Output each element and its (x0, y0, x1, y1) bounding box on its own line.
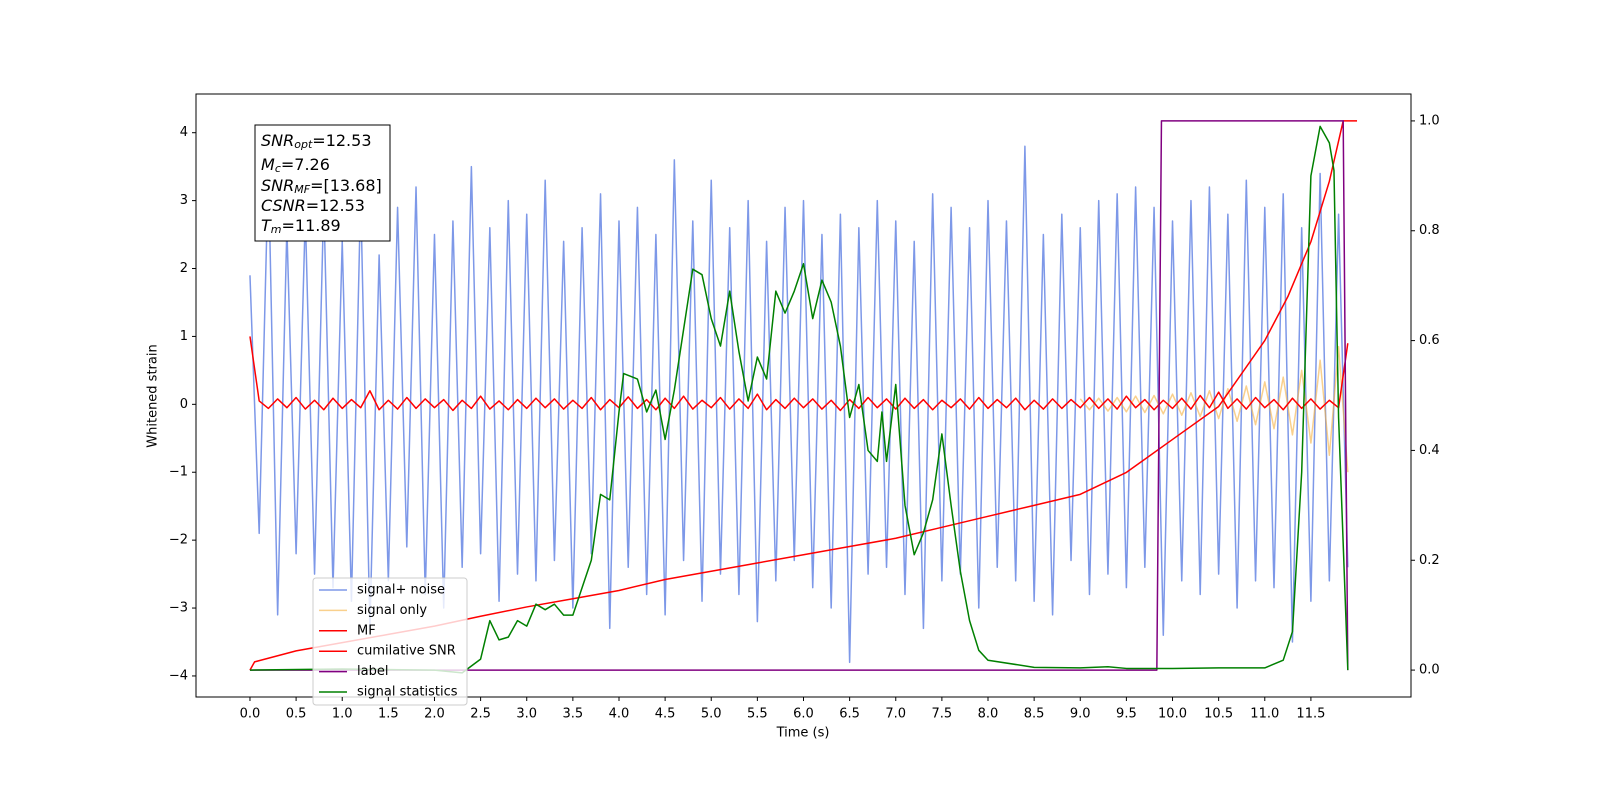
annotation-value: =11.89 (282, 216, 341, 235)
annotation-symbol: SNR (261, 131, 294, 150)
annotation-subscript: MF (294, 183, 310, 196)
x-tick-label: 2.5 (470, 707, 491, 722)
y-tick-label: 2 (180, 261, 188, 276)
y2-tick-label: 0.4 (1419, 443, 1440, 458)
annotation-symbol: SNR (261, 176, 294, 195)
annotation-subscript: c (275, 162, 281, 175)
x-tick-label: 9.0 (1070, 707, 1091, 722)
x-tick-label: 6.0 (793, 707, 814, 722)
x-tick-label: 5.5 (747, 707, 768, 722)
x-tick-label: 4.0 (609, 707, 630, 722)
annotation-line: SNRMF=[13.68] (261, 176, 382, 197)
annotation-box: SNRopt=12.53Mc=7.26SNRMF=[13.68]CSNR=12.… (254, 124, 391, 242)
x-tick-label: 3.0 (516, 707, 537, 722)
y-tick-label: −4 (169, 668, 188, 683)
legend-label: signal only (357, 603, 427, 618)
annotation-line: Tm=11.89 (261, 216, 341, 237)
legend-label: signal statistics (357, 685, 458, 700)
y2-tick-label: 0.0 (1419, 663, 1440, 678)
x-tick-label: 2.0 (424, 707, 445, 722)
series-line (249, 120, 1349, 671)
legend-label: signal+ noise (357, 583, 445, 598)
x-tick-label: 5.0 (701, 707, 722, 722)
annotation-value: =12.53 (306, 196, 365, 215)
annotation-line: Mc=7.26 (261, 155, 330, 176)
x-tick-label: 9.5 (1116, 707, 1137, 722)
annotation-symbol: T (261, 216, 272, 235)
x-tick-label: 3.5 (563, 707, 584, 722)
x-tick-label: 6.5 (839, 707, 860, 722)
x-axis-label: Time (s) (776, 726, 830, 741)
series-line (249, 145, 1349, 664)
annotation-subscript: m (271, 223, 282, 236)
annotation-value: =7.26 (281, 155, 330, 174)
x-tick-label: 11.0 (1250, 707, 1279, 722)
x-tick-label: 7.0 (885, 707, 906, 722)
series-line (1079, 345, 1349, 473)
annotation-value: =[13.68] (310, 176, 382, 195)
series-line (249, 336, 1349, 412)
x-tick-label: 11.5 (1296, 707, 1325, 722)
x-tick-label: 10.0 (1158, 707, 1187, 722)
annotation-value: =12.53 (312, 131, 371, 150)
annotation-line: SNRopt=12.53 (261, 131, 372, 152)
x-tick-label: 1.0 (332, 707, 353, 722)
y-tick-label: 3 (180, 193, 188, 208)
legend-frame (312, 577, 468, 706)
series-line (249, 125, 1349, 674)
legend: signal+ noise signal only MF cumilative SNR… (312, 577, 468, 706)
y2-tick-label: 1.0 (1419, 113, 1440, 128)
annotation-symbol: M (261, 155, 275, 174)
legend-label: cumilative SNR (357, 644, 456, 659)
y2-tick-label: 0.8 (1419, 223, 1440, 238)
annotation-subscript: opt (294, 138, 313, 151)
x-tick-label: 0.0 (240, 707, 261, 722)
y-tick-label: −3 (169, 601, 188, 616)
y2-tick-label: 0.2 (1419, 553, 1440, 568)
x-tick-label: 10.5 (1204, 707, 1233, 722)
y-axis-label: Whitened strain (146, 344, 161, 447)
x-tick-label: 7.5 (932, 707, 953, 722)
legend-label: MF (357, 623, 376, 638)
annotation-symbol: CSNR (261, 196, 306, 215)
y-tick-label: −2 (169, 533, 188, 548)
annotation-frame (254, 124, 391, 242)
legend-label: label (357, 664, 388, 679)
x-tick-label: 0.5 (286, 707, 307, 722)
y-tick-label: 1 (180, 329, 188, 344)
y-tick-label: 4 (180, 125, 188, 140)
y2-tick-label: 0.6 (1419, 333, 1440, 348)
annotation-line: CSNR=12.53 (261, 196, 365, 215)
x-tick-label: 8.5 (1024, 707, 1045, 722)
y-tick-label: −1 (169, 465, 188, 480)
x-tick-label: 1.5 (378, 707, 399, 722)
x-tick-label: 8.0 (978, 707, 999, 722)
x-tick-label: 4.5 (655, 707, 676, 722)
y-tick-label: 0 (180, 397, 188, 412)
